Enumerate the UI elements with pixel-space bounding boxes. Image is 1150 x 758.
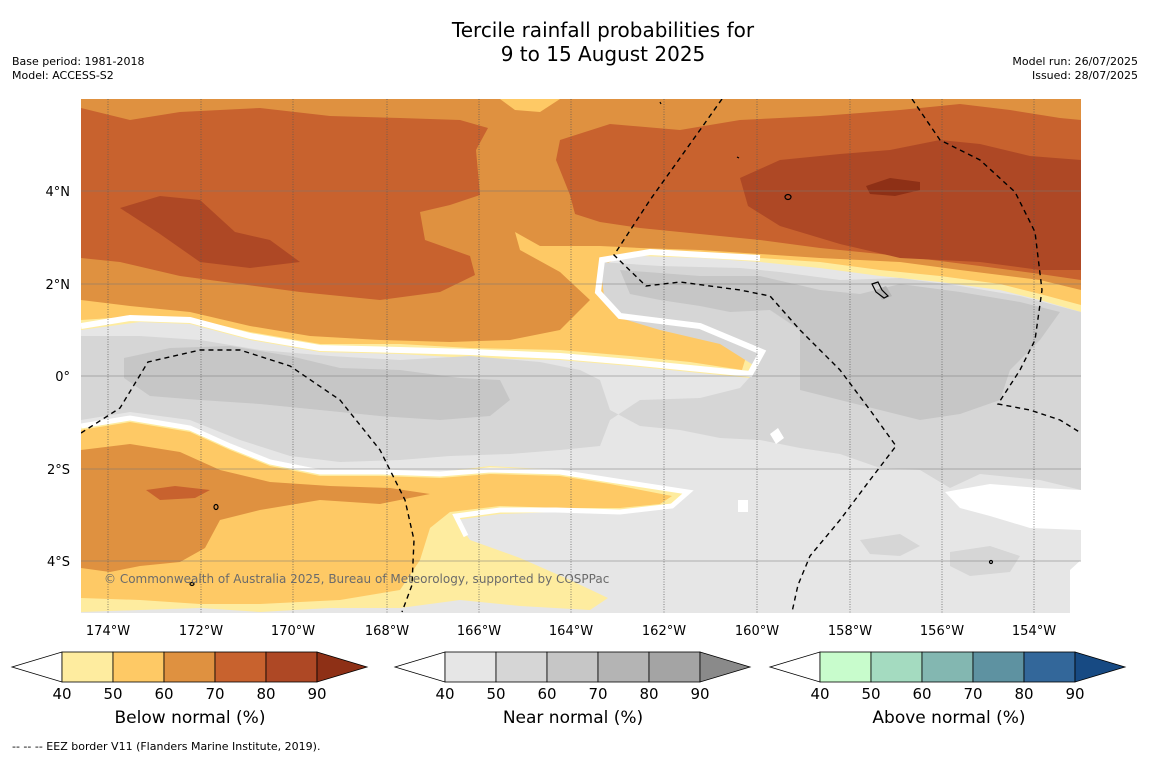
colorbar-below-segment <box>61 651 114 683</box>
colorbar-near-low-extend <box>393 651 446 683</box>
colorbar-below-low-extend <box>10 651 63 683</box>
colorbar-near-tick: 90 <box>690 685 709 703</box>
region-boundary-south <box>81 415 694 538</box>
colorbar-below-segment <box>214 651 267 683</box>
islands <box>189 101 994 587</box>
lon-label-164w: 164°W <box>549 624 593 639</box>
lon-label-166w: 166°W <box>457 624 501 639</box>
colorbar-below: 40 50 60 70 80 90 <box>10 651 369 703</box>
colorbar-above-tick: 90 <box>1065 685 1084 703</box>
rainfall-probability-map <box>81 99 1081 613</box>
colorbar-near: 40 50 60 70 80 90 <box>393 651 752 703</box>
model-run: Model run: 26/07/2025 <box>1012 55 1138 68</box>
gridlines <box>107 99 1035 613</box>
lon-label-160w: 160°W <box>735 624 779 639</box>
lon-label-158w: 158°W <box>828 624 872 639</box>
colorbar-below-tick: 90 <box>307 685 326 703</box>
colorbar-above-segment <box>972 651 1025 683</box>
map-title-line1: Tercile rainfall probabilities for <box>451 18 755 42</box>
colorbar-near-segment <box>648 651 701 683</box>
colorbar-above-high-extend <box>1074 651 1127 683</box>
colorbar-above-segment <box>819 651 872 683</box>
colorbar-above: 40 50 60 70 80 90 <box>768 651 1127 703</box>
colorbar-near-tick: 40 <box>435 685 454 703</box>
lat-label-2s: 2°S <box>47 463 70 478</box>
colorbar-label-near: Near normal (%) <box>502 708 644 728</box>
lon-label-156w: 156°W <box>920 624 964 639</box>
colorbar-above-tick: 40 <box>810 685 829 703</box>
lon-label-162w: 162°W <box>642 624 686 639</box>
colorbar-below-segment <box>112 651 165 683</box>
lon-label-168w: 168°W <box>365 624 409 639</box>
latitude-lines <box>81 190 1081 562</box>
near-normal-60-region <box>124 270 1060 420</box>
colorbar-below-tick: 60 <box>154 685 173 703</box>
colorbar-above-low-extend <box>768 651 821 683</box>
lat-label-0: 0° <box>55 370 70 385</box>
meta-left: Base period: 1981-2018 Model: ACCESS-S2 <box>12 55 144 83</box>
base-period: Base period: 1981-2018 <box>12 55 145 68</box>
lon-label-170w: 170°W <box>271 624 315 639</box>
lon-label-154w: 154°W <box>1012 624 1056 639</box>
colorbar-group: 40 50 60 70 80 90 40 50 60 70 80 90 40 50 60 70 80 90 <box>10 651 1127 703</box>
lat-label-4s: 4°S <box>47 555 70 570</box>
colorbar-below-tick: 40 <box>52 685 71 703</box>
colorbar-above-segment <box>1023 651 1076 683</box>
below-normal-80-region <box>120 140 1081 270</box>
colorbar-label-above: Above normal (%) <box>872 708 1026 728</box>
colorbar-below-tick: 70 <box>205 685 224 703</box>
colorbar-below-tick: 80 <box>256 685 275 703</box>
near-normal-below-40-region <box>738 428 1081 613</box>
colorbar-below-segment <box>163 651 216 683</box>
colorbar-below-segment <box>265 651 318 683</box>
south-below-normal-60-region <box>81 444 430 572</box>
colorbar-near-segment <box>495 651 548 683</box>
colorbar-above-tick: 60 <box>912 685 931 703</box>
below-normal-70-region <box>81 104 1081 300</box>
south-below-normal-70-region <box>146 486 210 500</box>
colorbar-above-segment <box>870 651 923 683</box>
eez-footnote: -- -- -- EEZ border V11 (Flanders Marine… <box>12 740 321 753</box>
below-normal-90-region <box>866 178 920 196</box>
issued-date: Issued: 28/07/2025 <box>1031 69 1138 82</box>
colorbar-near-high-extend <box>699 651 752 683</box>
eez-borders <box>81 99 1081 613</box>
colorbar-above-tick: 70 <box>963 685 982 703</box>
colorbar-label-below: Below normal (%) <box>114 708 266 728</box>
colorbar-near-tick: 60 <box>537 685 556 703</box>
meta-right: Model run: 26/07/2025 Issued: 28/07/2025 <box>1012 55 1138 83</box>
lat-label-4n: 4°N <box>46 185 71 200</box>
map-title-line2: 9 to 15 August 2025 <box>500 42 706 66</box>
lat-label-2n: 2°N <box>46 278 71 293</box>
colorbar-near-tick: 80 <box>639 685 658 703</box>
latitude-labels: 4°N 2°N 0° 2°S 4°S <box>46 185 71 570</box>
map-title: Tercile rainfall probabilities for 9 to … <box>0 18 1150 66</box>
colorbar-near-tick: 50 <box>486 685 505 703</box>
colorbar-near-segment <box>597 651 650 683</box>
colorbar-near-segment <box>444 651 497 683</box>
colorbar-above-segment <box>921 651 974 683</box>
model-name: Model: ACCESS-S2 <box>12 69 114 82</box>
lon-label-174w: 174°W <box>86 624 130 639</box>
longitude-labels: 174°W 172°W 170°W 168°W 166°W 164°W 162°… <box>86 624 1056 639</box>
south-below-normal-50-region <box>81 422 672 604</box>
colorbar-near-segment <box>546 651 599 683</box>
lon-label-172w: 172°W <box>179 624 223 639</box>
colorbar-below-tick: 50 <box>103 685 122 703</box>
colorbar-above-tick: 50 <box>861 685 880 703</box>
colorbar-below-high-extend <box>316 651 369 683</box>
region-boundary <box>81 248 767 378</box>
colorbar-near-tick: 70 <box>588 685 607 703</box>
copyright-notice: © Commonwealth of Australia 2025, Bureau… <box>104 572 610 586</box>
colorbar-above-tick: 80 <box>1014 685 1033 703</box>
